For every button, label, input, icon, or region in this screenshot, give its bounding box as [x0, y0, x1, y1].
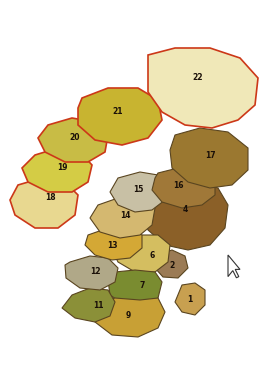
Polygon shape	[78, 88, 162, 145]
Text: 2: 2	[169, 261, 175, 270]
Polygon shape	[38, 118, 108, 162]
Polygon shape	[65, 256, 118, 290]
Text: 17: 17	[205, 150, 215, 159]
Polygon shape	[148, 48, 258, 128]
Text: 14: 14	[120, 210, 130, 219]
Text: 12: 12	[90, 268, 100, 276]
Text: 20: 20	[70, 133, 80, 143]
Polygon shape	[155, 250, 188, 278]
Text: 7: 7	[139, 280, 145, 290]
Polygon shape	[95, 298, 165, 337]
Text: 15: 15	[133, 185, 143, 195]
Polygon shape	[228, 255, 240, 278]
Polygon shape	[175, 283, 205, 315]
Polygon shape	[22, 148, 92, 192]
Polygon shape	[140, 182, 228, 250]
Polygon shape	[112, 235, 170, 272]
Text: 16: 16	[173, 181, 183, 190]
Text: 1: 1	[187, 296, 193, 305]
Polygon shape	[152, 168, 215, 208]
Polygon shape	[85, 228, 142, 260]
Polygon shape	[90, 198, 155, 238]
Text: 4: 4	[182, 205, 188, 215]
Text: 6: 6	[149, 250, 155, 259]
Text: 21: 21	[113, 107, 123, 116]
Polygon shape	[108, 270, 162, 307]
Text: 13: 13	[107, 241, 117, 250]
Text: 9: 9	[125, 311, 131, 319]
Polygon shape	[62, 288, 115, 322]
Polygon shape	[110, 172, 168, 212]
Text: 18: 18	[45, 193, 55, 202]
Polygon shape	[170, 128, 248, 188]
Text: 19: 19	[57, 164, 67, 173]
Polygon shape	[10, 178, 78, 228]
Text: 22: 22	[193, 74, 203, 83]
Text: 11: 11	[93, 300, 103, 310]
